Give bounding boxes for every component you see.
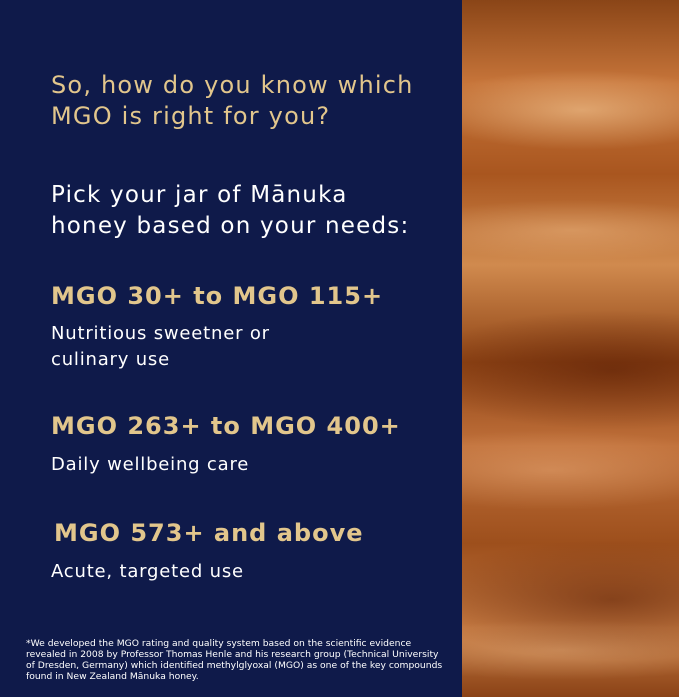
tier-use: Acute, targeted use: [51, 561, 244, 582]
tier-range: MGO 573+ and above: [54, 519, 364, 547]
tier-range: MGO 30+ to MGO 115+: [51, 282, 384, 310]
prompt-text: Pick your jar of Mānuka honey based on y…: [51, 182, 410, 239]
honey-texture-image: [462, 0, 679, 697]
footnote: *We developed the MGO rating and quality…: [26, 638, 443, 682]
tier-use: Nutritious sweetner or culinary use: [51, 323, 270, 370]
text-panel: So, how do you know which MGO is right f…: [26, 71, 443, 682]
question-heading: So, how do you know which MGO is right f…: [51, 71, 414, 130]
tier-range: MGO 263+ to MGO 400+: [51, 412, 401, 440]
tier-use: Daily wellbeing care: [51, 454, 250, 475]
